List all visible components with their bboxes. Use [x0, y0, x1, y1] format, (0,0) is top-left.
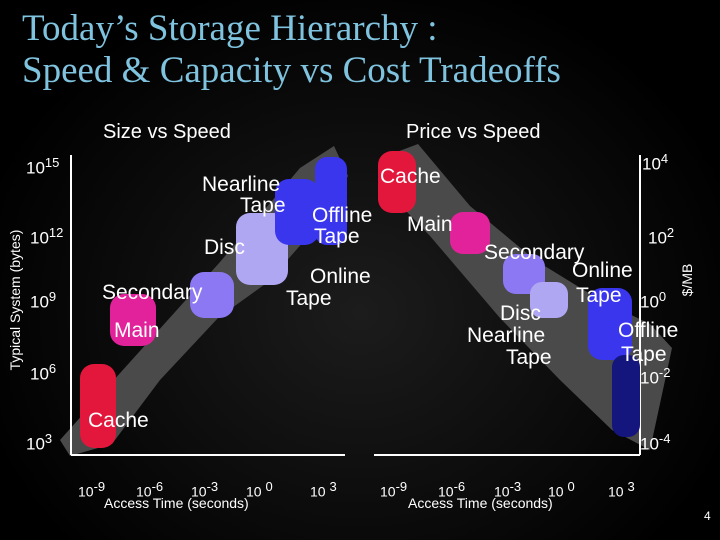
left-pill-main — [110, 294, 156, 346]
right-x-tick: 10 0 — [548, 479, 575, 500]
left-pill-cache — [80, 364, 116, 448]
left-y-tick: 106 — [30, 361, 57, 384]
right-x-tick: 10 3 — [608, 479, 635, 500]
right-x-tick: 10-3 — [494, 479, 522, 500]
left-label-nearline-tape: Tape — [240, 194, 286, 217]
left-x-tick: 10-6 — [136, 479, 164, 500]
right-y-tick: 104 — [642, 151, 669, 174]
right-label-secondary: Secondary — [484, 241, 585, 264]
left-label-online-tape: Tape — [286, 287, 332, 310]
right-pill-main — [450, 212, 490, 254]
right-pill-disc — [530, 282, 568, 318]
left-label-offline-tape: Tape — [314, 225, 360, 248]
right-pill-offline — [612, 355, 640, 437]
right-pill-cache — [378, 151, 416, 213]
right-label-online-tape: Tape — [576, 284, 622, 307]
left-pill-offline — [315, 157, 347, 245]
left-x-axis-label: Access Time (seconds) — [104, 495, 249, 511]
left-label-main: Main — [114, 319, 160, 342]
left-label-cache: Cache — [88, 409, 149, 432]
right-y-tick: 102 — [648, 225, 675, 248]
left-chart-heading: Size vs Speed — [103, 121, 231, 143]
left-x-tick: 10 3 — [310, 479, 337, 500]
right-label-disc: Disc — [500, 302, 541, 325]
slide-title-line-2: Speed & Capacity vs Cost Tradeoffs — [22, 50, 561, 91]
right-pill-secondary — [503, 254, 545, 294]
right-label-online: Online — [572, 259, 633, 282]
left-y-tick: 103 — [26, 431, 53, 454]
left-y-tick: 1012 — [30, 225, 64, 248]
left-x-tick: 10 0 — [246, 479, 273, 500]
left-pill-secondary — [190, 272, 234, 318]
right-label-main: Main — [407, 213, 453, 236]
right-label-cache: Cache — [380, 165, 441, 188]
left-label-offline: Offline — [312, 204, 373, 227]
right-label-nearline: Nearline — [467, 324, 546, 347]
left-y-tick: 1015 — [26, 155, 60, 178]
left-x-tick: 10-3 — [191, 479, 219, 500]
left-x-tick: 10-9 — [78, 479, 106, 500]
right-label-offline-tape: Tape — [621, 343, 667, 366]
right-y-axis-label: $/MB — [679, 263, 695, 297]
left-label-secondary: Secondary — [102, 281, 203, 304]
right-pill-online — [588, 288, 632, 360]
slide-title-line-1: Today’s Storage Hierarchy : — [22, 8, 438, 49]
right-x-axis-label: Access Time (seconds) — [408, 495, 553, 511]
left-label-online: Online — [310, 265, 371, 288]
right-label-offline: Offline — [618, 319, 679, 342]
right-label-nearline-tape: Tape — [506, 346, 552, 369]
left-y-tick: 109 — [30, 289, 57, 312]
right-x-tick: 10-6 — [438, 479, 466, 500]
right-x-tick: 10-9 — [380, 479, 408, 500]
right-y-tick: 100 — [640, 289, 667, 312]
left-y-axis-label: Typical System (bytes) — [7, 229, 23, 371]
page-number: 4 — [704, 509, 711, 523]
right-chart-heading: Price vs Speed — [406, 121, 541, 143]
left-pill-nearline — [275, 179, 319, 245]
left-label-nearline: Nearline — [202, 173, 281, 196]
left-label-disc: Disc — [204, 236, 245, 259]
right-y-tick: 10-4 — [640, 431, 671, 454]
right-y-tick: 10-2 — [640, 365, 671, 388]
